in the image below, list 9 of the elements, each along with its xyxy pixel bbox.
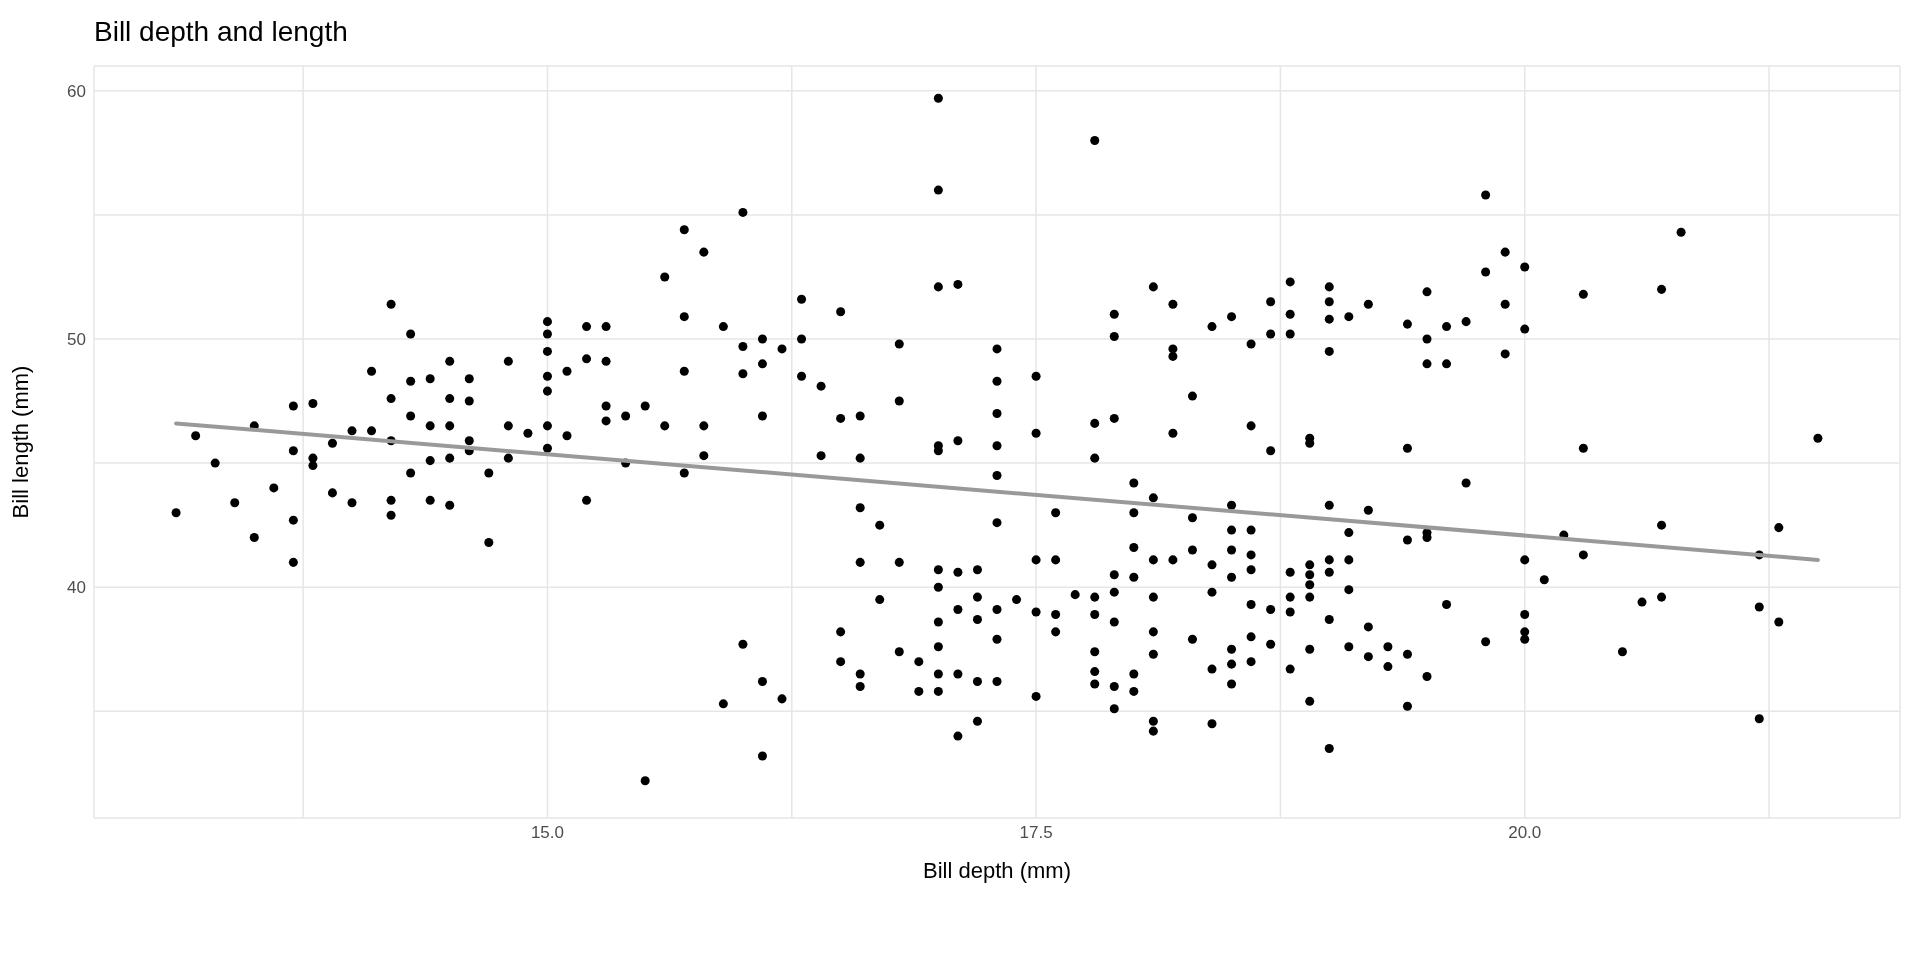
x-tick-label: 15.0 (530, 823, 564, 843)
x-tick-label: 17.5 (1019, 823, 1053, 843)
y-tick-label: 50 (67, 330, 86, 350)
y-tick-label: 40 (67, 578, 86, 598)
chart-title: Bill depth and length (94, 16, 348, 48)
y-tick-label: 60 (67, 81, 86, 101)
x-tick-label: 20.0 (1508, 823, 1542, 843)
x-axis-title: Bill depth (mm) (923, 858, 1071, 883)
y-axis-title: Bill length (mm) (7, 365, 33, 519)
